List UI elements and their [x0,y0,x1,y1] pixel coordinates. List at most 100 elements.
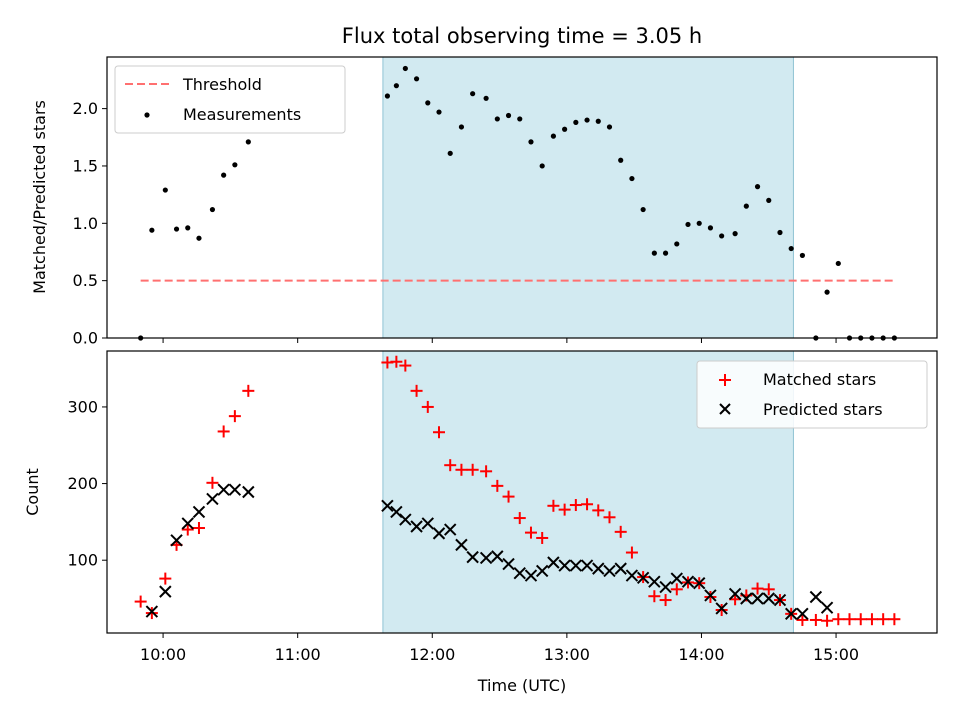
legend-predicted-label: Predicted stars [763,400,883,419]
measurement-point [562,126,568,132]
matched-star-marker [592,504,605,517]
matched-star-marker [648,590,661,603]
predicted-star-marker [681,575,695,588]
count-legend-box [696,360,928,429]
predicted-star-marker [410,520,423,533]
x-tick-label: 15:00 [813,645,859,664]
matched-star-marker [399,359,412,372]
measurement-point [539,163,545,169]
predicted-star-marker [181,517,194,530]
count-y-tick-label: 100 [67,551,98,570]
legend-measurements-swatch [144,112,150,118]
measurement-point [719,233,725,239]
matched-star-marker [832,613,845,626]
matched-star-marker [159,572,172,585]
predicted-star-marker [513,567,526,580]
predicted-star-marker [192,505,206,519]
ratio-legend: Threshold Measurements [114,65,346,134]
matched-star-marker [704,590,717,603]
matched-star-marker [181,523,194,536]
predicted-star-marker [381,499,394,513]
measurement-point [685,221,691,228]
ratio-panel: 0.00.51.01.52.0 Matched/Predicted stars … [30,56,938,348]
ratio-y-tick-label: 0.0 [73,329,98,348]
predicted-star-marker [580,559,594,572]
matched-star-marker [762,583,775,596]
measurement-point [618,157,624,163]
legend-measurements-label: Measurements [183,105,301,124]
legend-threshold-label: Threshold [182,75,262,94]
predicted-star-marker [558,559,571,572]
measurement-point [766,197,772,203]
matched-star-marker [192,522,205,535]
measurement-point [458,124,465,130]
measurement-point [674,241,680,247]
predicted-star-marker [728,587,742,601]
predicted-star-marker [784,607,798,621]
measurement-point [550,133,557,139]
count-y-tick-label: 200 [67,474,98,493]
ratio-y-tick-label: 1.5 [73,156,98,175]
matched-star-marker [466,463,479,476]
matched-star-marker [491,479,504,492]
matched-star-marker [206,476,219,489]
predicted-star-marker [399,513,412,526]
predicted-star-marker [432,527,446,540]
measurement-point [584,117,590,123]
matched-star-marker [670,583,683,596]
measurement-point [221,172,227,178]
measurement-point [743,203,749,209]
measurement-point [413,76,420,82]
ratio-legend-box [114,65,346,134]
matched-star-marker [524,526,537,539]
measurement-point [162,187,168,193]
matched-star-marker [821,614,834,627]
ratio-y-axis-label: Matched/Predicted stars [30,100,49,294]
ratio-y-tick-label: 1.0 [73,214,98,233]
observing-window-shade [382,56,794,339]
predicted-star-marker [242,485,255,499]
measurement-point [629,175,635,182]
measurement-point [732,231,738,237]
measurement-point [402,65,408,72]
matched-star-marker [228,410,241,423]
measurement-point [436,109,442,115]
predicted-star-marker [625,569,639,582]
matched-star-marker [536,531,549,544]
ratio-panel-frame [106,56,938,339]
x-axis-label: Time (UTC) [477,676,566,695]
predicted-star-marker [159,585,172,598]
predicted-star-marker [491,550,504,563]
legend-matched-swatch [719,374,731,386]
predicted-star-marker [762,592,775,605]
matched-star-marker [502,490,515,503]
measurement-point [754,184,761,190]
matched-star-marker [145,607,158,620]
matched-star-marker [751,582,764,595]
predicted-star-marker [535,564,549,578]
predicted-star-marker [170,534,183,547]
measurement-point [173,226,180,232]
matched-star-marker [796,613,809,626]
measurement-point [149,227,155,233]
predicted-star-marker [820,601,834,614]
predicted-star-marker [614,562,627,575]
measurement-points [138,65,897,341]
matched-star-marker [421,400,434,413]
measurement-point [824,289,830,295]
predicted-star-marker [773,593,787,607]
x-tick-label: 11:00 [275,645,321,664]
predicted-star-marker [217,483,230,496]
predicted-star-points [145,483,834,621]
measurement-point [393,83,399,89]
predicted-star-marker [636,571,650,585]
matched-star-marker [217,425,230,438]
legend-matched-label: Matched stars [763,370,876,389]
measurement-point [517,116,523,122]
measurement-point [707,225,714,231]
measurement-point [788,245,794,252]
matched-star-marker [513,512,526,525]
measurement-point [640,206,646,213]
matched-star-marker [242,384,255,397]
